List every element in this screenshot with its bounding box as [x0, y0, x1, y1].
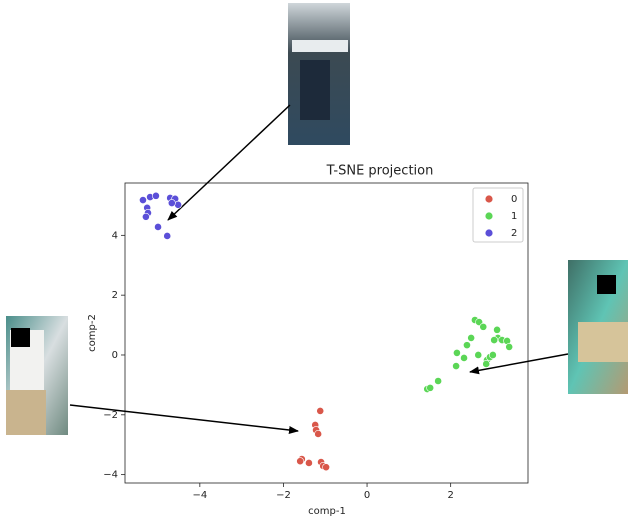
point	[154, 223, 161, 230]
x-tick-label: 0	[364, 490, 370, 501]
point	[489, 351, 496, 358]
y-tick-label: 2	[112, 290, 118, 301]
point	[168, 199, 175, 206]
legend-marker	[485, 212, 492, 219]
point	[463, 342, 470, 349]
x-tick-label: −2	[276, 490, 291, 501]
x-tick-label: −4	[192, 490, 207, 501]
point	[427, 384, 434, 391]
y-tick-label: 4	[112, 230, 118, 241]
point	[460, 354, 467, 361]
point	[322, 464, 329, 471]
point	[152, 192, 159, 199]
x-axis-label: comp-1	[308, 506, 346, 517]
point	[453, 349, 460, 356]
point	[491, 336, 498, 343]
point	[305, 459, 312, 466]
y-tick-label: −2	[103, 410, 118, 421]
legend-marker	[485, 195, 492, 202]
point	[483, 360, 490, 367]
point	[317, 407, 324, 414]
legend-label: 2	[511, 228, 517, 239]
point	[475, 351, 482, 358]
photo-left	[6, 316, 68, 435]
photo-top	[288, 3, 350, 145]
point	[468, 334, 475, 341]
point	[139, 196, 146, 203]
legend-label: 1	[511, 211, 517, 222]
y-tick-label: −4	[103, 470, 118, 481]
point	[506, 343, 513, 350]
point	[452, 362, 459, 369]
legend-marker	[485, 229, 492, 236]
y-tick-label: 0	[112, 350, 118, 361]
legend-label: 0	[511, 194, 517, 205]
point	[435, 377, 442, 384]
y-axis-label: comp-2	[87, 314, 98, 352]
chart-title: T-SNE projection	[326, 164, 434, 179]
point	[142, 213, 149, 220]
point	[297, 458, 304, 465]
x-tick-label: 2	[447, 490, 453, 501]
arrow	[168, 105, 290, 220]
chart: T-SNE projection comp-1 comp-2 −4 −2 0 2 −4 −…	[0, 0, 628, 518]
plot-frame	[125, 183, 528, 483]
point	[164, 232, 171, 239]
point	[480, 323, 487, 330]
point	[493, 326, 500, 333]
photo-right	[568, 260, 628, 394]
point	[315, 430, 322, 437]
